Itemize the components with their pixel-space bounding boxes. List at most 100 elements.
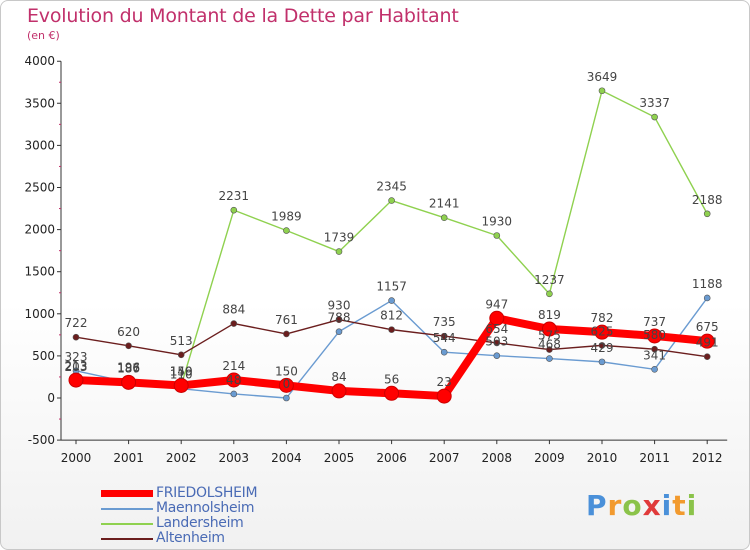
- data-point: [173, 377, 189, 393]
- x-tick-label: 2006: [376, 451, 407, 465]
- data-point: [546, 290, 553, 298]
- data-label: 544: [433, 331, 456, 345]
- data-label: 812: [380, 309, 403, 323]
- data-point: [699, 333, 715, 349]
- data-label: 429: [591, 341, 614, 355]
- data-label: 48: [226, 373, 241, 387]
- x-tick-label: 2002: [166, 451, 197, 465]
- y-tick-label: 3500: [24, 96, 55, 110]
- x-tick-label: 2005: [324, 451, 355, 465]
- data-label: 1930: [482, 214, 513, 228]
- data-point: [331, 383, 347, 399]
- data-label: 513: [170, 334, 193, 348]
- data-label: 186: [117, 361, 140, 375]
- data-point: [335, 328, 343, 335]
- data-point: [703, 294, 711, 302]
- x-tick-label: 2008: [482, 451, 513, 465]
- data-label: 782: [591, 311, 614, 325]
- data-point: [546, 346, 553, 353]
- data-label: 23: [437, 375, 452, 389]
- data-point: [703, 210, 711, 218]
- data-point: [72, 333, 80, 341]
- data-label: 675: [696, 320, 719, 334]
- legend-swatch: [101, 538, 153, 540]
- data-label: 213: [65, 359, 88, 373]
- data-point: [283, 330, 290, 338]
- data-point: [121, 374, 137, 390]
- data-point: [598, 342, 606, 349]
- data-label: 1157: [376, 280, 407, 294]
- data-label: 503: [485, 335, 508, 349]
- chart-title: Evolution du Montant de la Dette par Hab…: [27, 5, 459, 27]
- data-label: 196: [117, 360, 140, 374]
- data-label: 2188: [692, 193, 723, 207]
- data-label: 1237: [534, 273, 565, 287]
- data-point: [493, 232, 501, 239]
- data-label: 930: [328, 299, 351, 313]
- y-tick-label: 2500: [24, 181, 55, 195]
- data-point: [335, 248, 343, 255]
- y-tick-label: 0: [47, 391, 55, 405]
- data-label: 575: [538, 329, 561, 343]
- data-point: [493, 352, 501, 359]
- data-label: 2231: [219, 189, 250, 203]
- legend-label: Landersheim: [156, 515, 244, 531]
- x-tick-label: 2009: [534, 451, 565, 465]
- x-tick-label: 2011: [639, 451, 670, 465]
- data-point: [388, 197, 395, 204]
- logo-letter: x: [642, 489, 662, 522]
- proxiti-logo: Proxiti: [586, 489, 697, 522]
- data-label: 580: [643, 328, 666, 342]
- data-label: 722: [65, 316, 88, 330]
- data-point: [335, 316, 343, 323]
- data-label: 1989: [271, 210, 302, 224]
- data-point: [283, 227, 290, 234]
- data-label: 788: [328, 311, 351, 325]
- data-point: [703, 353, 711, 360]
- data-label: 654: [485, 322, 508, 336]
- logo-letter: i: [686, 489, 698, 522]
- data-point: [177, 351, 185, 359]
- data-label: 56: [384, 372, 399, 386]
- data-point: [278, 377, 294, 393]
- data-point: [489, 310, 505, 326]
- data-point: [493, 339, 501, 347]
- data-point: [440, 214, 448, 222]
- data-point: [598, 358, 606, 366]
- data-point: [541, 321, 557, 337]
- data-point: [598, 87, 606, 95]
- data-label: 761: [275, 313, 298, 327]
- y-tick-label: 500: [32, 349, 55, 363]
- data-label: 735: [433, 315, 456, 329]
- data-point: [546, 355, 553, 362]
- data-label: 203: [65, 360, 88, 374]
- logo-letter: o: [622, 489, 643, 522]
- data-point: [230, 390, 238, 398]
- data-point: [226, 372, 242, 388]
- x-tick-label: 2004: [271, 451, 302, 465]
- data-label: 187: [117, 361, 140, 375]
- y-tick-label: 2000: [24, 223, 55, 237]
- legend-label: FRIEDOLSHEIM: [156, 485, 258, 501]
- data-point: [283, 394, 290, 402]
- y-tick-label: 3000: [24, 138, 55, 152]
- data-point: [651, 365, 658, 373]
- logo-letter: P: [586, 489, 608, 522]
- data-label: 1188: [692, 277, 723, 291]
- data-label: 625: [591, 324, 614, 338]
- data-label: 214: [222, 359, 245, 373]
- data-point: [230, 320, 238, 327]
- data-label: 819: [538, 308, 561, 322]
- data-label: 947: [485, 297, 508, 311]
- data-label: 1739: [324, 231, 355, 245]
- data-point: [388, 326, 395, 333]
- data-point: [651, 345, 658, 353]
- data-point: [594, 324, 610, 340]
- data-point: [436, 388, 452, 404]
- logo-letter: i: [661, 489, 673, 522]
- data-point: [440, 348, 448, 356]
- data-label: 620: [117, 325, 140, 339]
- legend-swatch: [101, 490, 153, 497]
- data-point: [647, 328, 663, 344]
